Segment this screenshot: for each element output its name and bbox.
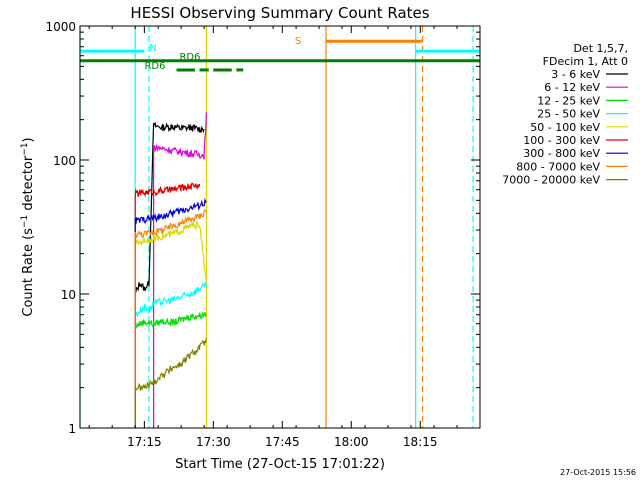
y-tick-label-3: 1000: [45, 20, 76, 34]
y-axis-label: Count Rate (s−1 detector−1): [20, 137, 36, 316]
vertical-lines: [79, 26, 474, 428]
flag-bars: N RD6 RD6 S: [80, 36, 480, 72]
x-axis-ticks: 17:15 17:30 17:45 18:00 18:15: [88, 26, 458, 449]
y-tick-label-1: 10: [61, 288, 76, 302]
series-line-6: [134, 197, 207, 428]
series-line-1: [153, 112, 207, 428]
series-line-2: [134, 312, 207, 428]
legend-label-5: 100 - 300 keV: [523, 134, 600, 147]
legend-header-1: Det 1,5,7,: [573, 42, 628, 55]
x-tick-label-2: 17:45: [265, 435, 300, 449]
plot-frame: [79, 25, 481, 429]
y-axis-ticks: 1 10 100 1000: [45, 20, 480, 436]
series-line-7: [134, 208, 207, 428]
plot-area: N RD6 RD6 S 17:15 17:30 17:45 18:00 18:15 1 10 10…: [45, 20, 481, 449]
flag-label-1: RD6: [179, 52, 200, 63]
flag-label-0: N: [149, 43, 156, 54]
legend-label-4: 50 - 100 keV: [530, 121, 600, 134]
series-line-4: [134, 220, 207, 428]
flag-label-2: RD6: [144, 61, 165, 72]
footer-timestamp: 27-Oct-2015 15:56: [560, 468, 636, 477]
legend-label-0: 3 - 6 keV: [551, 68, 600, 81]
series-line-8: [134, 337, 207, 428]
series-line-3: [134, 281, 207, 428]
x-tick-label-1: 17:30: [196, 435, 231, 449]
x-tick-label-4: 18:15: [403, 435, 438, 449]
legend-header-2: FDecim 1, Att 0: [543, 55, 628, 68]
x-tick-label-3: 18:00: [334, 435, 369, 449]
flag-label-3: S: [295, 36, 301, 47]
legend-label-3: 25 - 50 keV: [537, 108, 600, 121]
x-axis-label: Start Time (27-Oct-15 17:01:22): [175, 457, 385, 472]
series-line-5: [134, 182, 201, 428]
legend-label-8: 7000 - 20000 keV: [502, 174, 600, 187]
legend-label-6: 300 - 800 keV: [523, 147, 600, 160]
legend-label-7: 800 - 7000 keV: [516, 160, 600, 173]
series-line-0: [134, 122, 205, 428]
x-tick-label-0: 17:15: [127, 435, 162, 449]
legend-label-1: 6 - 12 keV: [544, 81, 600, 94]
chart-title: HESSI Observing Summary Count Rates: [130, 4, 429, 22]
y-tick-label-0: 1: [68, 422, 76, 436]
series-group: [134, 112, 207, 428]
legend-label-2: 12 - 25 keV: [537, 94, 600, 107]
y-tick-label-2: 100: [53, 154, 76, 168]
